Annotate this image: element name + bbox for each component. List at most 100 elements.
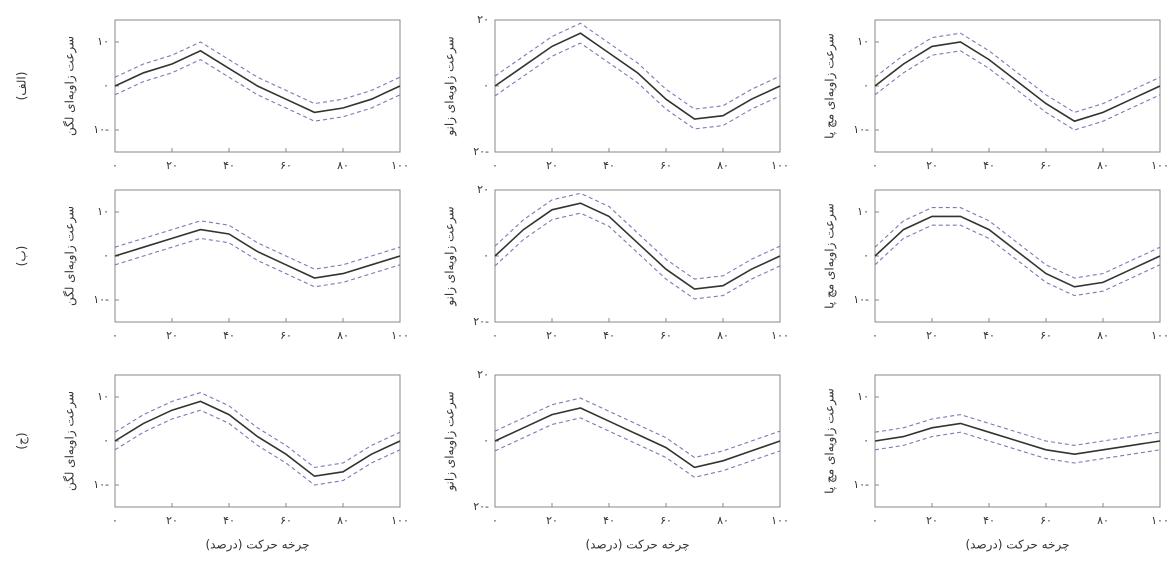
x-tick-label: ۶۰ — [280, 159, 292, 172]
x-tick-label: ۴۰ — [983, 514, 995, 527]
x-tick-label: ۰ — [112, 159, 118, 172]
y-tick-label: ۰ — [103, 79, 109, 92]
panel-label: (ج) — [15, 432, 29, 449]
series-line — [494, 397, 781, 459]
x-tick-label: ۸۰ — [717, 329, 729, 342]
series-line — [114, 400, 401, 478]
y-tick-label: ۱۰ — [857, 205, 869, 218]
x-tick-label: ۶۰ — [660, 329, 672, 342]
y-tick-label: ۱۰ — [857, 35, 869, 48]
y-tick-label: ۱۰- — [853, 478, 869, 491]
x-tick-label: ۶۰ — [1040, 329, 1052, 342]
x-tick-label: ۸۰ — [717, 159, 729, 172]
series-line — [874, 422, 1161, 456]
x-tick-label: ۱۰۰ — [391, 159, 409, 172]
series-line — [494, 192, 781, 280]
y-tick-label: ۰ — [103, 249, 109, 262]
series-line — [494, 417, 781, 478]
x-tick-label: ۰ — [872, 329, 878, 342]
x-tick-label: ۴۰ — [223, 514, 235, 527]
x-tick-label: ۶۰ — [280, 514, 292, 527]
x-tick-label: ۱۰۰ — [771, 329, 789, 342]
panel-label: (الف) — [15, 72, 29, 101]
y-axis-label: سرعت زاویه‌ای مچ پا — [823, 33, 838, 139]
series-line — [114, 237, 401, 288]
x-axis-label: چرخه حرکت (درصد) — [585, 538, 689, 553]
series-line — [114, 58, 401, 122]
y-axis-label: سرعت زاویه‌ای زانو — [443, 391, 458, 491]
x-tick-label: ۱۰۰ — [771, 514, 789, 527]
x-tick-label: ۸۰ — [717, 514, 729, 527]
x-tick-label: ۲۰ — [166, 159, 178, 172]
y-tick-label: ۰ — [863, 79, 869, 92]
y-tick-label: ۲۰- — [473, 315, 489, 328]
plot-frame — [494, 19, 781, 153]
y-axis-label: سرعت زاویه‌ای لگن — [63, 391, 78, 491]
plot-frame — [114, 374, 401, 508]
x-axis-label: چرخه حرکت (درصد) — [965, 538, 1069, 553]
y-tick-label: ۲۰ — [477, 13, 489, 26]
y-axis-label: سرعت زاویه‌ای مچ پا — [823, 203, 838, 309]
series-line — [874, 414, 1161, 446]
x-tick-label: ۶۰ — [1040, 159, 1052, 172]
x-tick-label: ۱۰۰ — [1151, 159, 1168, 172]
x-tick-label: ۸۰ — [337, 159, 349, 172]
series-line — [494, 32, 781, 120]
y-tick-label: ۱۰ — [97, 35, 109, 48]
x-tick-label: ۱۰۰ — [391, 329, 409, 342]
y-axis-label: سرعت زاویه‌ای مچ پا — [823, 388, 838, 494]
plot-frame — [494, 374, 781, 508]
x-tick-label: ۰ — [112, 514, 118, 527]
x-tick-label: ۱۰۰ — [391, 514, 409, 527]
plot-frame — [874, 19, 1161, 153]
series-line — [114, 228, 401, 279]
x-tick-label: ۶۰ — [660, 159, 672, 172]
x-tick-label: ۴۰ — [983, 329, 995, 342]
series-line — [494, 212, 781, 300]
series-line — [494, 407, 781, 469]
x-tick-label: ۸۰ — [337, 329, 349, 342]
x-tick-label: ۰ — [492, 329, 498, 342]
plot-frame — [874, 189, 1161, 323]
y-axis-label: سرعت زاویه‌ای لگن — [63, 206, 78, 306]
series-line — [114, 220, 401, 270]
y-tick-label: ۱۰ — [857, 390, 869, 403]
y-tick-label: ۱۰- — [853, 123, 869, 136]
x-tick-label: ۰ — [112, 329, 118, 342]
x-tick-label: ۲۰ — [926, 159, 938, 172]
x-tick-label: ۲۰ — [546, 514, 558, 527]
series-line — [874, 215, 1161, 288]
y-tick-label: ۱۰- — [93, 293, 109, 306]
series-line — [874, 431, 1161, 464]
x-tick-label: ۲۰ — [546, 159, 558, 172]
x-tick-label: ۶۰ — [1040, 514, 1052, 527]
x-tick-label: ۸۰ — [337, 514, 349, 527]
x-tick-label: ۸۰ — [1097, 514, 1109, 527]
y-tick-label: ۲۰- — [473, 500, 489, 513]
x-tick-label: ۱۰۰ — [1151, 329, 1168, 342]
y-axis-label: سرعت زاویه‌ای زانو — [443, 36, 458, 136]
series-line — [874, 50, 1161, 131]
y-tick-label: ۱۰- — [93, 478, 109, 491]
series-line — [874, 32, 1161, 113]
x-tick-label: ۲۰ — [926, 329, 938, 342]
y-tick-label: ۰ — [863, 434, 869, 447]
y-axis-label: سرعت زاویه‌ای لگن — [63, 36, 78, 136]
panel-label: (ب) — [15, 246, 29, 267]
x-tick-label: ۰ — [492, 159, 498, 172]
y-tick-label: ۱۰ — [97, 205, 109, 218]
y-tick-label: ۲۰ — [477, 368, 489, 381]
x-tick-label: ۴۰ — [983, 159, 995, 172]
x-tick-label: ۴۰ — [603, 514, 615, 527]
y-tick-label: ۰ — [483, 79, 489, 92]
series-line — [494, 22, 781, 110]
y-tick-label: ۱۰ — [97, 390, 109, 403]
x-tick-label: ۶۰ — [280, 329, 292, 342]
x-tick-label: ۸۰ — [1097, 329, 1109, 342]
plot-frame — [114, 189, 401, 323]
series-line — [494, 202, 781, 290]
series-line — [114, 409, 401, 486]
y-tick-label: ۱۰- — [853, 293, 869, 306]
x-tick-label: ۲۰ — [166, 514, 178, 527]
